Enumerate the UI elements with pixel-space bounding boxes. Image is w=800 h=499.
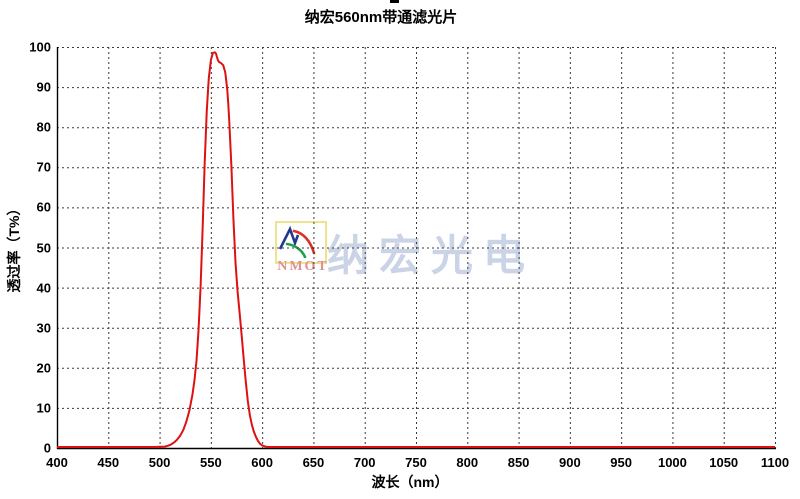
transmittance-curve (57, 51, 775, 448)
x-axis-label: 波长（nm） (371, 474, 449, 490)
x-tick-1000: 1000 (657, 455, 687, 470)
x-tick-900: 900 (558, 455, 581, 470)
x-tick-650: 650 (302, 455, 325, 470)
brand-watermark-text: 纳宏光电 (327, 232, 536, 279)
y-tick-100: 100 (29, 39, 51, 55)
y-tick-20: 20 (36, 360, 51, 376)
y-tick-70: 70 (36, 159, 51, 175)
chart-title: 纳宏560nm带通滤光片 (304, 9, 458, 26)
x-tick-400: 400 (46, 455, 68, 470)
x-tick-450: 450 (97, 455, 120, 470)
y-tick-90: 90 (36, 79, 51, 95)
nmot-logo (275, 221, 327, 264)
x-tick-550: 550 (199, 455, 222, 470)
y-tick-10: 10 (36, 400, 51, 416)
y-tick-40: 40 (36, 280, 51, 296)
x-tick-950: 950 (610, 455, 632, 470)
y-tick-50: 50 (36, 240, 51, 255)
x-tick-700: 700 (353, 455, 376, 470)
x-tick-800: 800 (456, 455, 479, 470)
x-tick-600: 600 (251, 455, 273, 470)
x-tick-1100: 1100 (760, 455, 790, 470)
y-tick-0: 0 (43, 440, 51, 456)
y-tick-60: 60 (36, 199, 51, 215)
y-tick-30: 30 (36, 320, 51, 336)
top-crop-mark (390, 0, 399, 3)
x-tick-1050: 1050 (709, 455, 739, 470)
x-tick-750: 750 (405, 455, 427, 470)
y-tick-80: 80 (36, 119, 51, 135)
x-tick-850: 850 (507, 455, 530, 470)
x-tick-500: 500 (148, 455, 171, 470)
